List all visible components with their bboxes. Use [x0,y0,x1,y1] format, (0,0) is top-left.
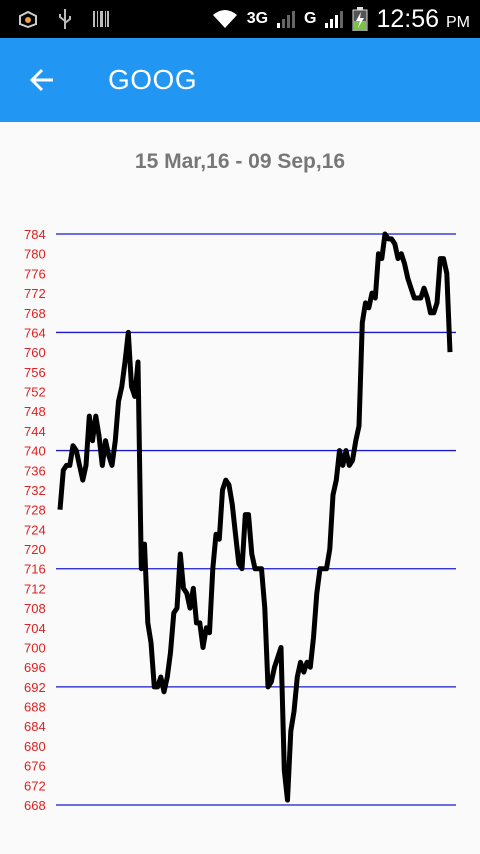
y-tick-label: 772 [24,286,46,301]
barcode-icon [93,11,109,27]
y-tick-label: 712 [24,581,46,596]
y-tick-label: 720 [24,542,46,557]
app-notification-icon [19,10,37,28]
y-tick-label: 704 [24,621,46,636]
notification-icons [18,9,110,29]
y-tick-label: 744 [24,424,46,439]
date-range-label: 15 Mar,16 - 09 Sep,16 [134,150,346,173]
signal-icon-2 [325,11,344,28]
app-bar: GOOG [0,38,480,122]
clock-ampm: PM [446,13,470,31]
system-status: 3G G 12:56 PM [211,4,470,34]
y-tick-label: 692 [24,680,46,695]
y-tick-label: 716 [24,562,46,577]
battery-charging-icon [352,7,368,31]
y-tick-label: 776 [24,266,46,281]
y-tick-label: 688 [24,700,46,715]
y-tick-label: 760 [24,345,46,360]
y-tick-label: 724 [24,522,46,537]
status-clock: 12:56 PM [376,5,470,34]
app-title: GOOG [108,64,198,95]
price-line [57,231,453,803]
arrow-back-icon [29,68,53,92]
back-button[interactable] [22,60,62,100]
y-tick-label: 780 [24,247,46,262]
y-tick-label: 764 [24,325,46,340]
y-tick-label: 728 [24,503,46,518]
y-tick-label: 784 [24,227,46,242]
status-bar: 3G G 12:56 PM [0,0,480,38]
y-tick-label: 696 [24,660,46,675]
stock-line-chart: 668 672 676 680 684 688 692 696 700 704 708 712 716 7… [24,227,456,813]
y-tick-label: 740 [24,444,46,459]
y-tick-label: 736 [24,463,46,478]
y-tick-label: 708 [24,601,46,616]
y-tick-label: 748 [24,404,46,419]
y-tick-label: 756 [24,365,46,380]
y-tick-label: 676 [24,759,46,774]
clock-time: 12:56 [376,4,440,33]
network-3g-label: 3G [246,10,269,27]
y-tick-label: 732 [24,483,46,498]
network-g-label: G [304,10,317,27]
signal-icon-1 [277,11,296,28]
y-tick-label: 768 [24,306,46,321]
y-tick-label: 668 [24,798,46,813]
y-tick-label: 684 [24,719,46,734]
usb-icon [59,9,71,29]
y-tick-label: 680 [24,739,46,754]
wifi-icon [212,10,237,28]
y-tick-label: 672 [24,778,46,793]
y-tick-label: 752 [24,385,46,400]
y-tick-label: 700 [24,640,46,655]
